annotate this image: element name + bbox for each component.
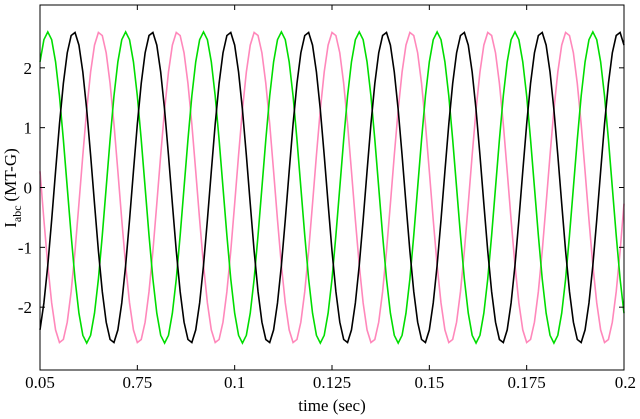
y-axis-label: Iabc (MT-G) [1,148,24,228]
y-tick-label: 1 [24,119,33,138]
series-line [39,31,625,344]
y-label-rest: (MT-G) [1,148,20,201]
x-tick-label: 0.75 [122,373,152,392]
x-tick-label: 0.15 [414,373,444,392]
y-label-sub: abc [10,205,24,222]
series-line [39,31,625,344]
x-tick-label: 0.1 [224,373,245,392]
x-tick-label: 0.175 [508,373,546,392]
x-axis-label: time (sec) [298,396,366,415]
x-tick-label: 0.05 [25,373,55,392]
series-line [39,30,625,345]
y-tick-label: 0 [24,179,33,198]
y-tick-label: -1 [18,238,32,257]
x-tick-label: 0.125 [313,373,351,392]
x-tick-label: 0.2 [615,373,636,392]
y-label-main: I [1,222,20,228]
plot-frame [39,4,625,371]
y-tick-label: 2 [24,59,33,78]
y-tick-label: -2 [18,298,32,317]
